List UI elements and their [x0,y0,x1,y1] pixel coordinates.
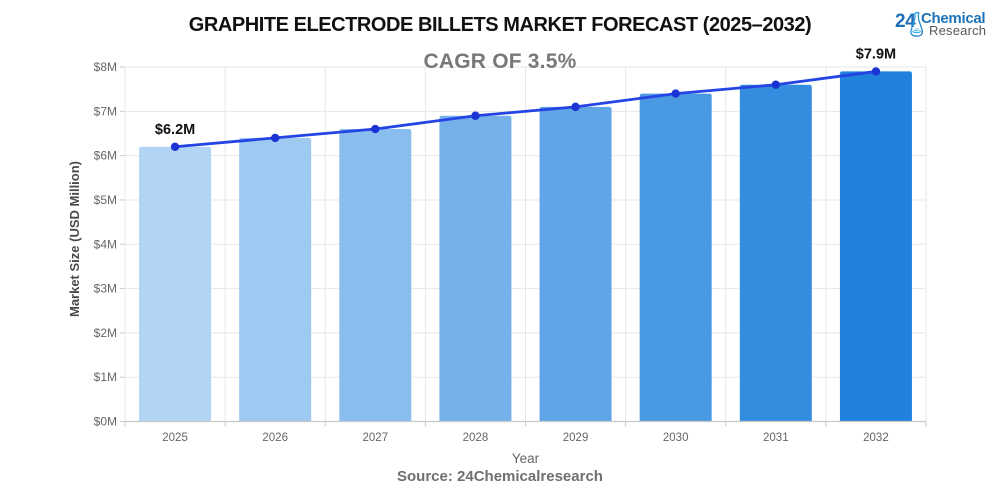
marker-2027 [371,124,380,134]
y-tick-label: $6M [94,149,117,163]
y-tick-label: $3M [94,282,117,296]
y-tick-label: $5M [94,193,117,207]
y-tick-label: $7M [94,104,117,118]
marker-2028 [471,111,480,120]
x-tick-label: 2026 [262,432,288,444]
bar-2026 [239,137,312,422]
marker-2029 [571,102,580,112]
x-tick-label: 2031 [763,432,789,444]
x-tick-label: 2025 [162,432,188,444]
source-note: Source: 24Chemicalresearch [397,468,603,485]
bar-2031 [739,84,812,422]
bar-2029 [539,106,612,422]
x-tick-label: 2028 [463,432,489,444]
marker-2025 [170,142,180,151]
y-tick-label: $4M [94,237,117,251]
logo-number: 24 [895,11,916,32]
erlenmeyer-flask-icon [910,11,923,37]
bar-2028 [439,115,512,422]
y-tick-label: $8M [94,60,117,74]
logo-word-research: Research [929,23,987,38]
y-tick-label: $2M [94,326,117,340]
x-axis-title: Year [512,451,540,466]
marker-2026 [270,133,280,143]
bar-2032 [839,71,912,422]
marker-2030 [671,89,680,98]
bar-2025 [139,146,212,422]
x-tick-label: 2030 [663,432,689,444]
trend-line [174,70,877,149]
y-tick-label: $1M [94,370,117,384]
value-annotation: $7.9M [856,46,896,62]
logo-word-chemical: Chemical [921,10,986,27]
value-annotation: $6.2M [155,122,195,138]
x-tick-label: 2032 [863,432,889,444]
y-axis-title: Market Size (USD Million) [67,161,82,317]
bar-2027 [339,129,412,422]
y-tick-label: $0M [94,415,117,429]
x-tick-label: 2027 [363,432,389,444]
page-title: GRAPHITE ELECTRODE BILLETS MARKET FORECA… [188,14,812,36]
x-tick-label: 2029 [563,432,589,444]
bar-2030 [639,93,712,422]
marker-2032 [871,67,881,76]
page-subtitle: CAGR OF 3.5% [423,50,577,73]
marker-2031 [771,80,781,89]
brand-logo: 24 Chemical Research [884,0,996,46]
